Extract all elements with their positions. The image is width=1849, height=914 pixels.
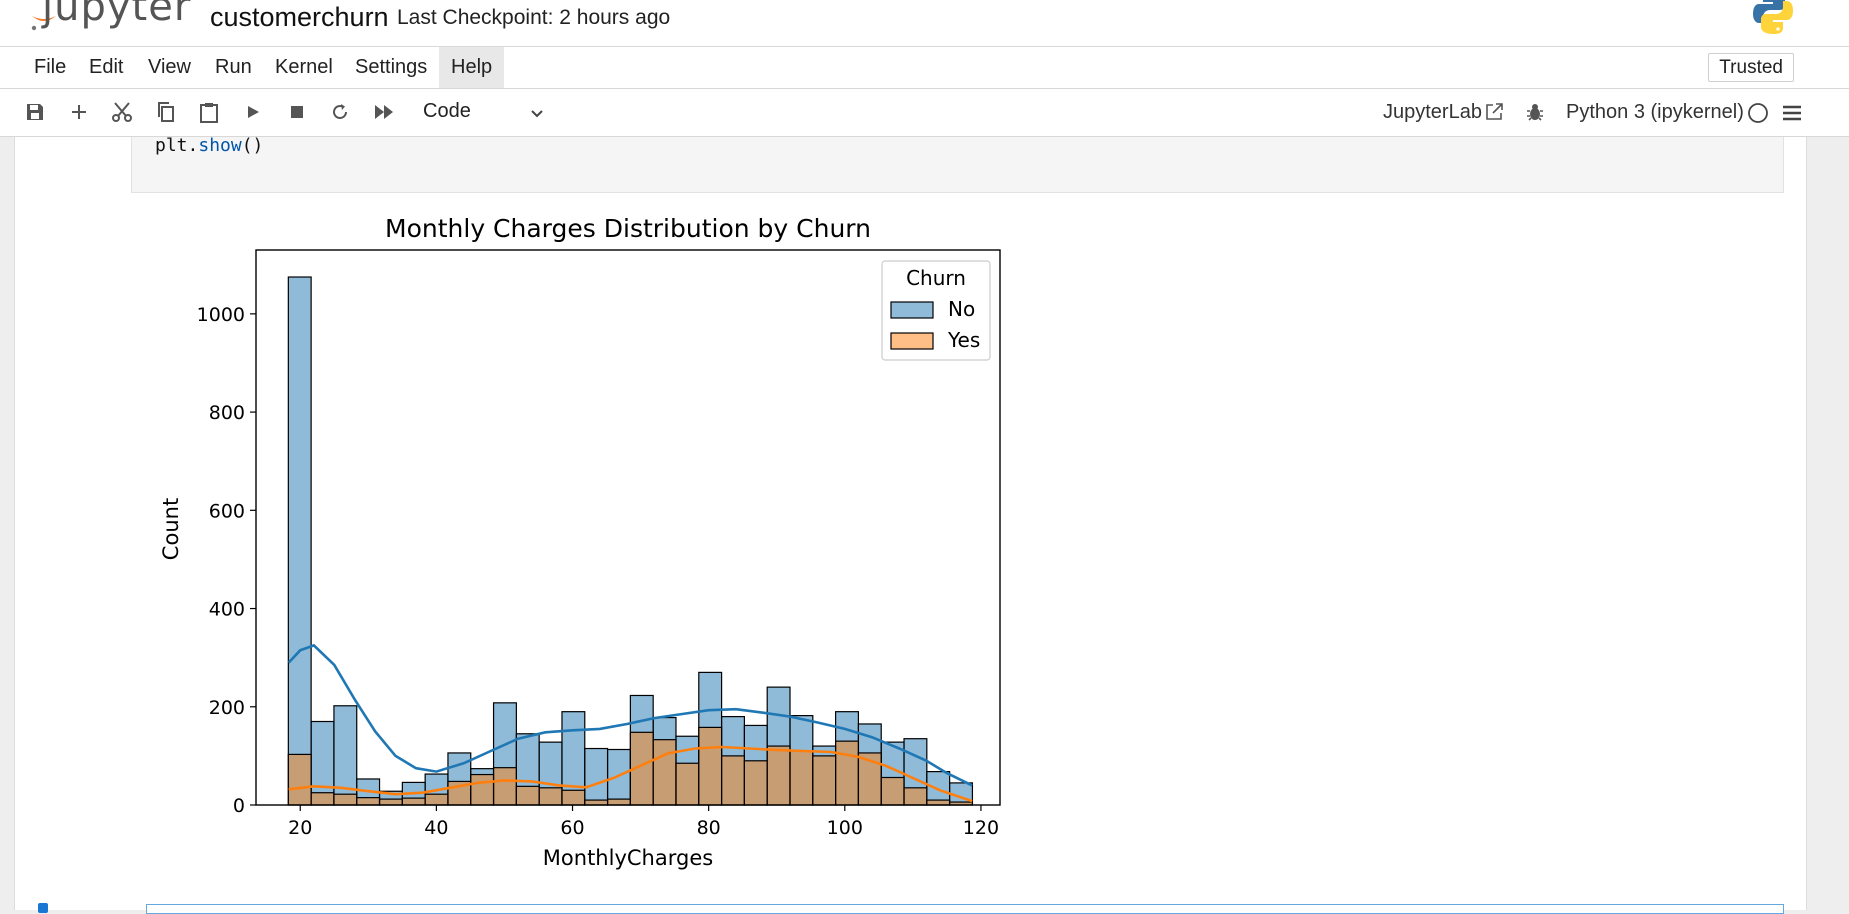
code-cell-input[interactable] (131, 137, 1784, 193)
legend: Churn No Yes (881, 260, 991, 361)
series-yes-bars (287, 726, 974, 806)
y-tick-label-0: 0 (233, 795, 245, 817)
bar-yes-18 (698, 726, 723, 806)
x-axis-label: MonthlyCharges (543, 846, 713, 870)
bar-yes-6 (424, 793, 449, 806)
bar-yes-9 (492, 767, 517, 806)
bar-yes-20 (743, 760, 768, 806)
restart-icon[interactable] (327, 99, 353, 125)
kernel-status-idle-icon (1748, 103, 1768, 123)
kde-line-yes (288, 745, 973, 803)
bar-yes-16 (652, 739, 677, 806)
active-cell-marker (38, 903, 48, 913)
y-tick-label-400: 400 (209, 599, 245, 621)
menu-kernel[interactable]: Kernel (275, 56, 333, 78)
code-object: plt. (155, 135, 199, 156)
plot-frame (255, 249, 1001, 806)
bar-yes-14 (606, 798, 631, 806)
bar-yes-13 (584, 799, 609, 806)
add-cell-icon[interactable] (66, 99, 92, 125)
y-axis-label: Count (159, 498, 183, 560)
x-tick-label-100: 100 (827, 817, 863, 839)
chevron-down-icon[interactable] (527, 103, 547, 123)
y-tick-label-800: 800 (209, 402, 245, 424)
menu-run[interactable]: Run (215, 56, 252, 78)
kde-line-no (287, 643, 973, 787)
legend-swatch-no (890, 301, 934, 319)
bar-yes-0 (287, 753, 312, 806)
bar-yes-22 (789, 750, 814, 806)
bar-yes-1 (310, 792, 335, 806)
notebook-toolbar: Code JupyterLab Python 3 (ipykernel) (0, 89, 1849, 137)
code-call: () (241, 135, 264, 156)
x-tick-label-40: 40 (424, 817, 448, 839)
menu-help[interactable]: Help (439, 47, 504, 88)
bar-no-13 (584, 747, 609, 806)
series-no-bars (287, 276, 974, 806)
bar-yes-12 (561, 789, 586, 806)
jupyter-logo-icon[interactable] (30, 0, 205, 36)
menu-bar: File Edit View Run Kernel Settings Help … (0, 47, 1849, 89)
bar-yes-26 (880, 776, 905, 806)
bar-no-0 (287, 276, 312, 806)
x-tick-label-120: 120 (963, 817, 999, 839)
y-axis-ticks: 0 200 400 600 800 1000 (197, 304, 256, 817)
run-all-icon[interactable] (371, 99, 397, 125)
hamburger-menu-icon[interactable] (1781, 102, 1803, 124)
next-code-cell[interactable] (146, 904, 1784, 914)
bar-yes-11 (538, 787, 563, 806)
y-tick-label-600: 600 (209, 500, 245, 522)
chart-title: Monthly Charges Distribution by Churn (385, 214, 871, 243)
bar-yes-27 (903, 787, 928, 806)
bar-yes-4 (378, 798, 403, 806)
legend-swatch-yes (890, 332, 934, 350)
stop-icon[interactable] (284, 99, 310, 125)
menu-file[interactable]: File (34, 56, 67, 78)
trusted-badge[interactable]: Trusted (1708, 53, 1794, 82)
bar-yes-23 (812, 755, 837, 806)
y-tick-label-200: 200 (209, 697, 245, 719)
menu-edit[interactable]: Edit (89, 56, 124, 78)
paste-icon[interactable] (196, 99, 222, 125)
code-line[interactable]: plt.show() (155, 135, 263, 156)
bar-no-14 (606, 748, 631, 806)
external-link-icon[interactable] (1484, 102, 1504, 122)
x-axis-ticks: 20 40 60 80 100 120 (288, 805, 999, 839)
open-jupyterlab-link[interactable]: JupyterLab (1383, 101, 1482, 123)
bar-yes-19 (720, 755, 745, 806)
bar-yes-2 (333, 793, 358, 806)
run-icon[interactable] (240, 99, 266, 125)
legend-title: Churn (906, 266, 966, 290)
save-icon[interactable] (22, 99, 48, 125)
kernel-name[interactable]: Python 3 (ipykernel) (1566, 101, 1744, 123)
code-function: show (198, 135, 242, 156)
menu-settings[interactable]: Settings (355, 56, 428, 78)
x-tick-label-20: 20 (288, 817, 312, 839)
x-tick-label-60: 60 (560, 817, 584, 839)
bar-yes-5 (401, 797, 426, 806)
bar-yes-17 (675, 762, 700, 806)
notebook-title[interactable]: customerchurn (210, 2, 389, 32)
bar-yes-24 (835, 740, 860, 806)
jupyter-logo-text: jupyter (42, 0, 192, 30)
menu-view[interactable]: View (148, 56, 191, 78)
cell-type-select[interactable]: Code (423, 100, 471, 122)
x-tick-label-80: 80 (697, 817, 721, 839)
checkpoint-status: Last Checkpoint: 2 hours ago (397, 6, 671, 29)
bar-yes-10 (515, 785, 540, 806)
copy-icon[interactable] (153, 99, 179, 125)
top-bar: jupyter customerchurn Last Checkpoint: 2… (0, 0, 1849, 47)
right-gutter (1808, 137, 1849, 910)
debugger-bug-icon[interactable] (1525, 102, 1545, 122)
bar-yes-28 (926, 799, 951, 806)
histogram-output: 20 40 60 80 100 120 0 200 400 600 800 1000 Monthly… (159, 214, 1001, 870)
y-tick-label-1000: 1000 (197, 304, 245, 326)
legend-label-yes: Yes (947, 328, 980, 352)
bar-yes-3 (356, 797, 381, 806)
legend-label-no: No (948, 297, 975, 321)
bar-yes-21 (766, 745, 791, 806)
bar-yes-8 (470, 773, 495, 806)
cut-icon[interactable] (109, 99, 135, 125)
python-logo-icon (1753, 0, 1793, 34)
